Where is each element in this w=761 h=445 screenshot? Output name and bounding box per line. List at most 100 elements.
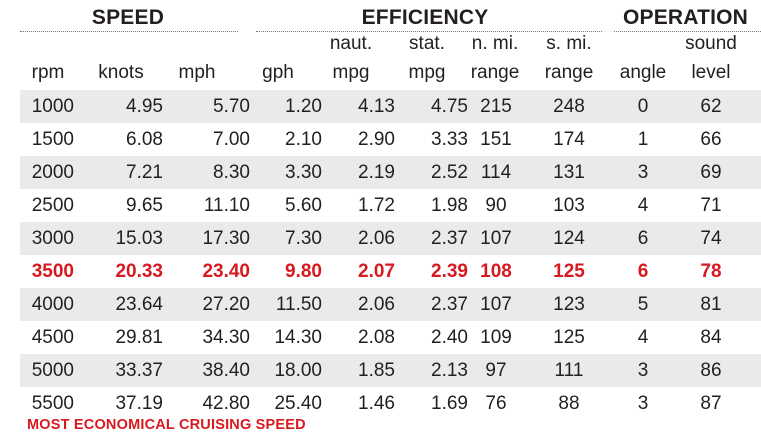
cell-stat-mpg: 2.40 xyxy=(431,327,468,348)
cell-mph: 38.40 xyxy=(202,360,250,381)
cell-nmi-range: 215 xyxy=(480,96,512,117)
header-naut-mpg-line2: mpg xyxy=(332,62,370,83)
cell-naut-mpg: 2.90 xyxy=(358,129,395,150)
cell-mph: 11.10 xyxy=(203,195,250,216)
header-stat-mpg-line2: mpg xyxy=(408,62,446,83)
table-row: 5500 37.19 42.80 25.40 1.46 1.69 76 88 3 87 xyxy=(20,387,761,420)
cell-smi-range: 124 xyxy=(553,228,585,249)
cell-gph: 3.30 xyxy=(285,162,322,183)
cell-rpm: 1000 xyxy=(31,96,74,117)
cell-smi-range: 111 xyxy=(554,360,584,381)
cell-knots: 9.65 xyxy=(126,195,163,216)
cell-stat-mpg: 2.37 xyxy=(431,228,468,249)
cell-angle: 3 xyxy=(637,360,649,381)
cell-smi-range: 125 xyxy=(553,261,585,282)
cell-stat-mpg: 1.69 xyxy=(431,393,468,414)
cell-sound-level: 71 xyxy=(700,195,722,216)
header-nmi-range-line2: range xyxy=(470,62,520,83)
cell-angle: 0 xyxy=(637,96,649,117)
cell-mph: 7.00 xyxy=(213,129,250,150)
cell-mph: 8.30 xyxy=(213,162,250,183)
cell-sound-level: 62 xyxy=(700,96,722,117)
cell-sound-level: 69 xyxy=(700,162,722,183)
header-rpm: rpm xyxy=(31,62,65,83)
cell-rpm: 4500 xyxy=(31,327,74,348)
cell-smi-range: 123 xyxy=(553,294,585,315)
cell-knots: 29.81 xyxy=(115,327,163,348)
cell-sound-level: 78 xyxy=(700,261,722,282)
cell-knots: 37.19 xyxy=(115,393,163,414)
header-gph: gph xyxy=(262,62,294,83)
cell-naut-mpg: 2.19 xyxy=(358,162,395,183)
table-row: 1000 4.95 5.70 1.20 4.13 4.75 215 248 0 62 xyxy=(20,90,761,123)
cell-knots: 4.95 xyxy=(126,96,163,117)
cell-gph: 11.50 xyxy=(275,294,322,315)
header-knots: knots xyxy=(98,62,144,83)
cell-rpm: 3000 xyxy=(31,228,74,249)
cell-rpm: 2500 xyxy=(31,195,74,216)
cell-gph: 25.40 xyxy=(274,393,322,414)
table-row: 4000 23.64 27.20 11.50 2.06 2.37 107 123 5 81 xyxy=(20,288,761,321)
cell-stat-mpg: 2.39 xyxy=(431,261,468,282)
cell-naut-mpg: 1.72 xyxy=(358,195,395,216)
cell-smi-range: 248 xyxy=(553,96,585,117)
cell-gph: 5.60 xyxy=(285,195,322,216)
header-nmi-range-line1: n. mi. xyxy=(471,33,519,54)
cell-smi-range: 125 xyxy=(553,327,585,348)
cell-nmi-range: 90 xyxy=(485,195,507,216)
cell-naut-mpg: 2.06 xyxy=(358,294,395,315)
cell-knots: 23.64 xyxy=(115,294,163,315)
cell-angle: 6 xyxy=(637,261,649,282)
header-smi-range-line1: s. mi. xyxy=(546,33,592,54)
cell-nmi-range: 97 xyxy=(485,360,507,381)
cell-angle: 5 xyxy=(637,294,649,315)
cell-naut-mpg: 2.08 xyxy=(358,327,395,348)
speed-divider xyxy=(20,31,238,32)
cell-knots: 7.21 xyxy=(126,162,163,183)
cell-rpm: 2000 xyxy=(31,162,74,183)
cell-angle: 1 xyxy=(637,129,649,150)
cell-sound-level: 87 xyxy=(700,393,722,414)
cell-stat-mpg: 1.98 xyxy=(431,195,468,216)
cell-rpm: 1500 xyxy=(31,129,74,150)
cell-rpm: 3500 xyxy=(31,261,74,282)
table-row: 1500 6.08 7.00 2.10 2.90 3.33 151 174 1 66 xyxy=(20,123,761,156)
cell-nmi-range: 109 xyxy=(480,327,512,348)
cell-sound-level: 84 xyxy=(700,327,722,348)
header-mph: mph xyxy=(178,62,216,83)
cell-stat-mpg: 2.37 xyxy=(431,294,468,315)
cell-nmi-range: 151 xyxy=(480,129,512,150)
cell-sound-level: 66 xyxy=(700,129,722,150)
cell-mph: 17.30 xyxy=(202,228,250,249)
cell-sound-level: 74 xyxy=(700,228,722,249)
footnote: MOST ECONOMICAL CRUISING SPEED xyxy=(27,417,306,433)
table-row: 3000 15.03 17.30 7.30 2.06 2.37 107 124 6 74 xyxy=(20,222,761,255)
cell-mph: 42.80 xyxy=(202,393,250,414)
header-naut-mpg-line1: naut. xyxy=(329,33,373,54)
table-row: 4500 29.81 34.30 14.30 2.08 2.40 109 125 4 84 xyxy=(20,321,761,354)
cell-stat-mpg: 4.75 xyxy=(431,96,468,117)
cell-smi-range: 174 xyxy=(553,129,585,150)
cell-angle: 3 xyxy=(637,162,649,183)
cell-gph: 18.00 xyxy=(274,360,322,381)
cell-knots: 33.37 xyxy=(115,360,163,381)
cell-angle: 3 xyxy=(637,393,649,414)
cell-mph: 27.20 xyxy=(202,294,250,315)
cell-gph: 9.80 xyxy=(285,261,322,282)
cell-naut-mpg: 2.06 xyxy=(358,228,395,249)
cell-nmi-range: 76 xyxy=(485,393,507,414)
cell-knots: 15.03 xyxy=(115,228,163,249)
table-row: 5000 33.37 38.40 18.00 1.85 2.13 97 111 3 86 xyxy=(20,354,761,387)
cell-naut-mpg: 1.85 xyxy=(358,360,395,381)
cell-sound-level: 81 xyxy=(700,294,722,315)
cell-naut-mpg: 1.46 xyxy=(358,393,395,414)
cell-mph: 23.40 xyxy=(202,261,250,282)
section-operation-title: OPERATION xyxy=(622,6,749,29)
cell-angle: 4 xyxy=(637,327,649,348)
cell-nmi-range: 107 xyxy=(480,294,512,315)
table-row: 2000 7.21 8.30 3.30 2.19 2.52 114 131 3 69 xyxy=(20,156,761,189)
cell-sound-level: 86 xyxy=(700,360,722,381)
cell-gph: 14.30 xyxy=(274,327,322,348)
cell-gph: 1.20 xyxy=(285,96,322,117)
table-row-highlighted: 3500 20.33 23.40 9.80 2.07 2.39 108 125 6 78 xyxy=(20,255,761,288)
